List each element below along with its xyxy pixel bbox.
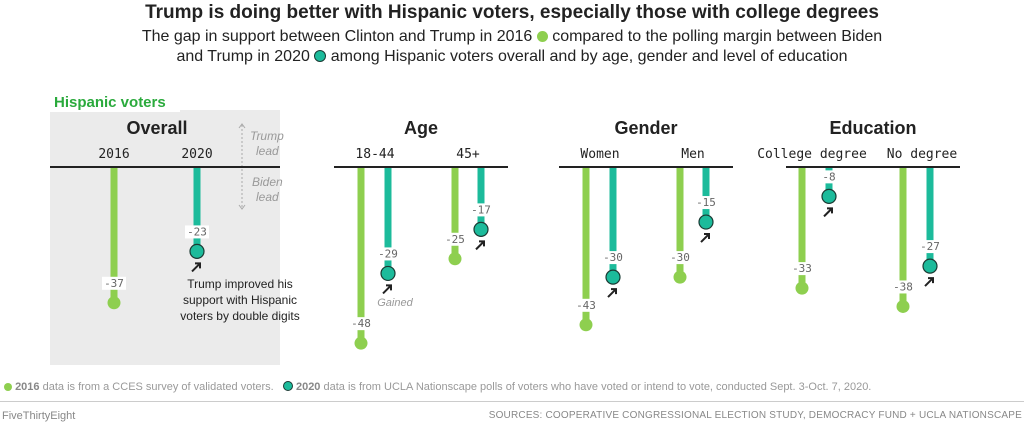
panel-title: Age — [404, 118, 438, 138]
category-label: 45+ — [456, 147, 480, 162]
category-label: 2016 — [98, 147, 129, 162]
dot-2016 — [448, 252, 462, 266]
category-label: Men — [681, 147, 704, 162]
note-2020-text: data is from UCLA Nationscape polls of v… — [323, 381, 872, 393]
dot-2020 — [605, 269, 621, 285]
value-label: -17 — [471, 203, 491, 216]
overall-annotation: Trump improved his — [187, 277, 293, 291]
value-label-bg — [376, 247, 400, 261]
value-label: -43 — [576, 299, 596, 312]
subtitle-text: among Hispanic voters overall and by age… — [330, 48, 848, 65]
dot-2020 — [922, 258, 938, 274]
biden-lead-label: lead — [256, 190, 279, 204]
chart-subtitle: The gap in support between Clinton and T… — [0, 27, 1024, 67]
subtitle-text: and Trump in 2020 — [176, 48, 310, 65]
arrow-up-right-icon — [191, 262, 201, 273]
category-label: 18-44 — [355, 147, 394, 162]
value-label: -30 — [670, 251, 690, 264]
note-2016-year: 2016 — [15, 381, 40, 393]
value-label: -30 — [603, 251, 623, 264]
overall-annotation: voters by double digits — [180, 309, 299, 323]
trump-lead-label: Trump — [250, 129, 284, 143]
dot-2016 — [896, 299, 910, 313]
hispanic-voters-label: Hispanic voters — [54, 94, 166, 111]
value-label-bg — [817, 170, 841, 184]
dot-2016 — [354, 336, 368, 350]
value-label-bg — [601, 251, 625, 265]
footer-divider — [0, 401, 1024, 402]
value-label: -27 — [920, 240, 940, 253]
value-label-bg — [102, 276, 126, 290]
subtitle-text: compared to the polling margin between B… — [552, 28, 883, 45]
data-notes: 2016 data is from a CCES survey of valid… — [4, 380, 871, 394]
value-label-bg — [185, 225, 209, 239]
value-label: -37 — [104, 277, 124, 290]
arrow-up-right-icon — [823, 207, 833, 218]
category-label: Women — [580, 147, 619, 162]
arrow-up-right-icon — [382, 284, 392, 295]
trump-lead-label: lead — [256, 144, 279, 158]
panel-title: Overall — [126, 118, 187, 138]
panel-title: Gender — [614, 118, 677, 138]
dot-2020 — [821, 188, 837, 204]
overall-panel-bg — [50, 110, 280, 365]
dot-2020 — [189, 243, 205, 260]
panel-title: Education — [829, 118, 916, 138]
category-label: No degree — [887, 147, 958, 162]
brand-name: FiveThirtyEight — [2, 410, 76, 422]
value-label-bg — [574, 298, 598, 312]
subtitle-text: The gap in support between Clinton and T… — [141, 28, 533, 45]
dot-2016 — [795, 281, 809, 295]
value-label: -38 — [893, 280, 913, 293]
value-label-bg — [790, 262, 814, 276]
sources: SOURCES: COOPERATIVE CONGRESSIONAL ELECT… — [488, 410, 1022, 421]
arrow-up-right-icon — [924, 277, 934, 287]
dot-2020 — [380, 265, 396, 282]
value-label: -15 — [696, 196, 716, 209]
chart-title: Trump is doing better with Hispanic vote… — [145, 2, 879, 23]
legend-2016-dot-icon — [536, 31, 548, 42]
note-2016-dot-icon — [4, 383, 12, 391]
value-label: -48 — [351, 317, 371, 330]
dot-2016 — [673, 270, 687, 284]
legend-2020-dot-icon — [314, 50, 327, 62]
value-label: -33 — [792, 262, 812, 275]
biden-lead-label: Biden — [252, 175, 283, 189]
value-label: -8 — [822, 170, 835, 183]
dot-2020 — [473, 221, 489, 237]
value-label: -29 — [378, 247, 398, 260]
category-label: 2020 — [181, 147, 212, 162]
value-label-bg — [349, 317, 373, 331]
category-label: College degree — [757, 147, 867, 162]
note-2020-dot-icon — [282, 381, 293, 391]
value-label-bg — [469, 203, 493, 217]
arrow-up-right-icon — [607, 288, 617, 298]
label-bg — [50, 92, 180, 112]
note-2020-year: 2020 — [295, 381, 321, 393]
note-2016-text: data is from a CCES survey of validated … — [42, 381, 274, 393]
value-label-bg — [918, 240, 942, 254]
value-label: -23 — [187, 225, 207, 238]
dot-2016 — [107, 296, 121, 310]
arrow-up-right-icon — [475, 240, 485, 251]
dot-2016 — [579, 318, 593, 332]
value-label-bg — [891, 280, 915, 294]
value-label: -25 — [445, 233, 465, 246]
chart-area: Hispanic voters Trump lead Biden lead Ov… — [50, 92, 960, 365]
arrow-up-right-icon — [700, 233, 710, 243]
value-label-bg — [443, 232, 467, 246]
value-label-bg — [668, 251, 692, 265]
value-label-bg — [694, 196, 718, 210]
gained-annotation: Gained — [377, 297, 413, 309]
overall-annotation: support with Hispanic — [183, 293, 297, 307]
dot-2020 — [698, 214, 714, 230]
